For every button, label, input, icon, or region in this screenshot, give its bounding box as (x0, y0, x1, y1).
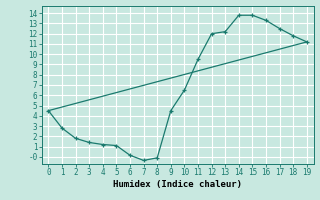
X-axis label: Humidex (Indice chaleur): Humidex (Indice chaleur) (113, 180, 242, 189)
